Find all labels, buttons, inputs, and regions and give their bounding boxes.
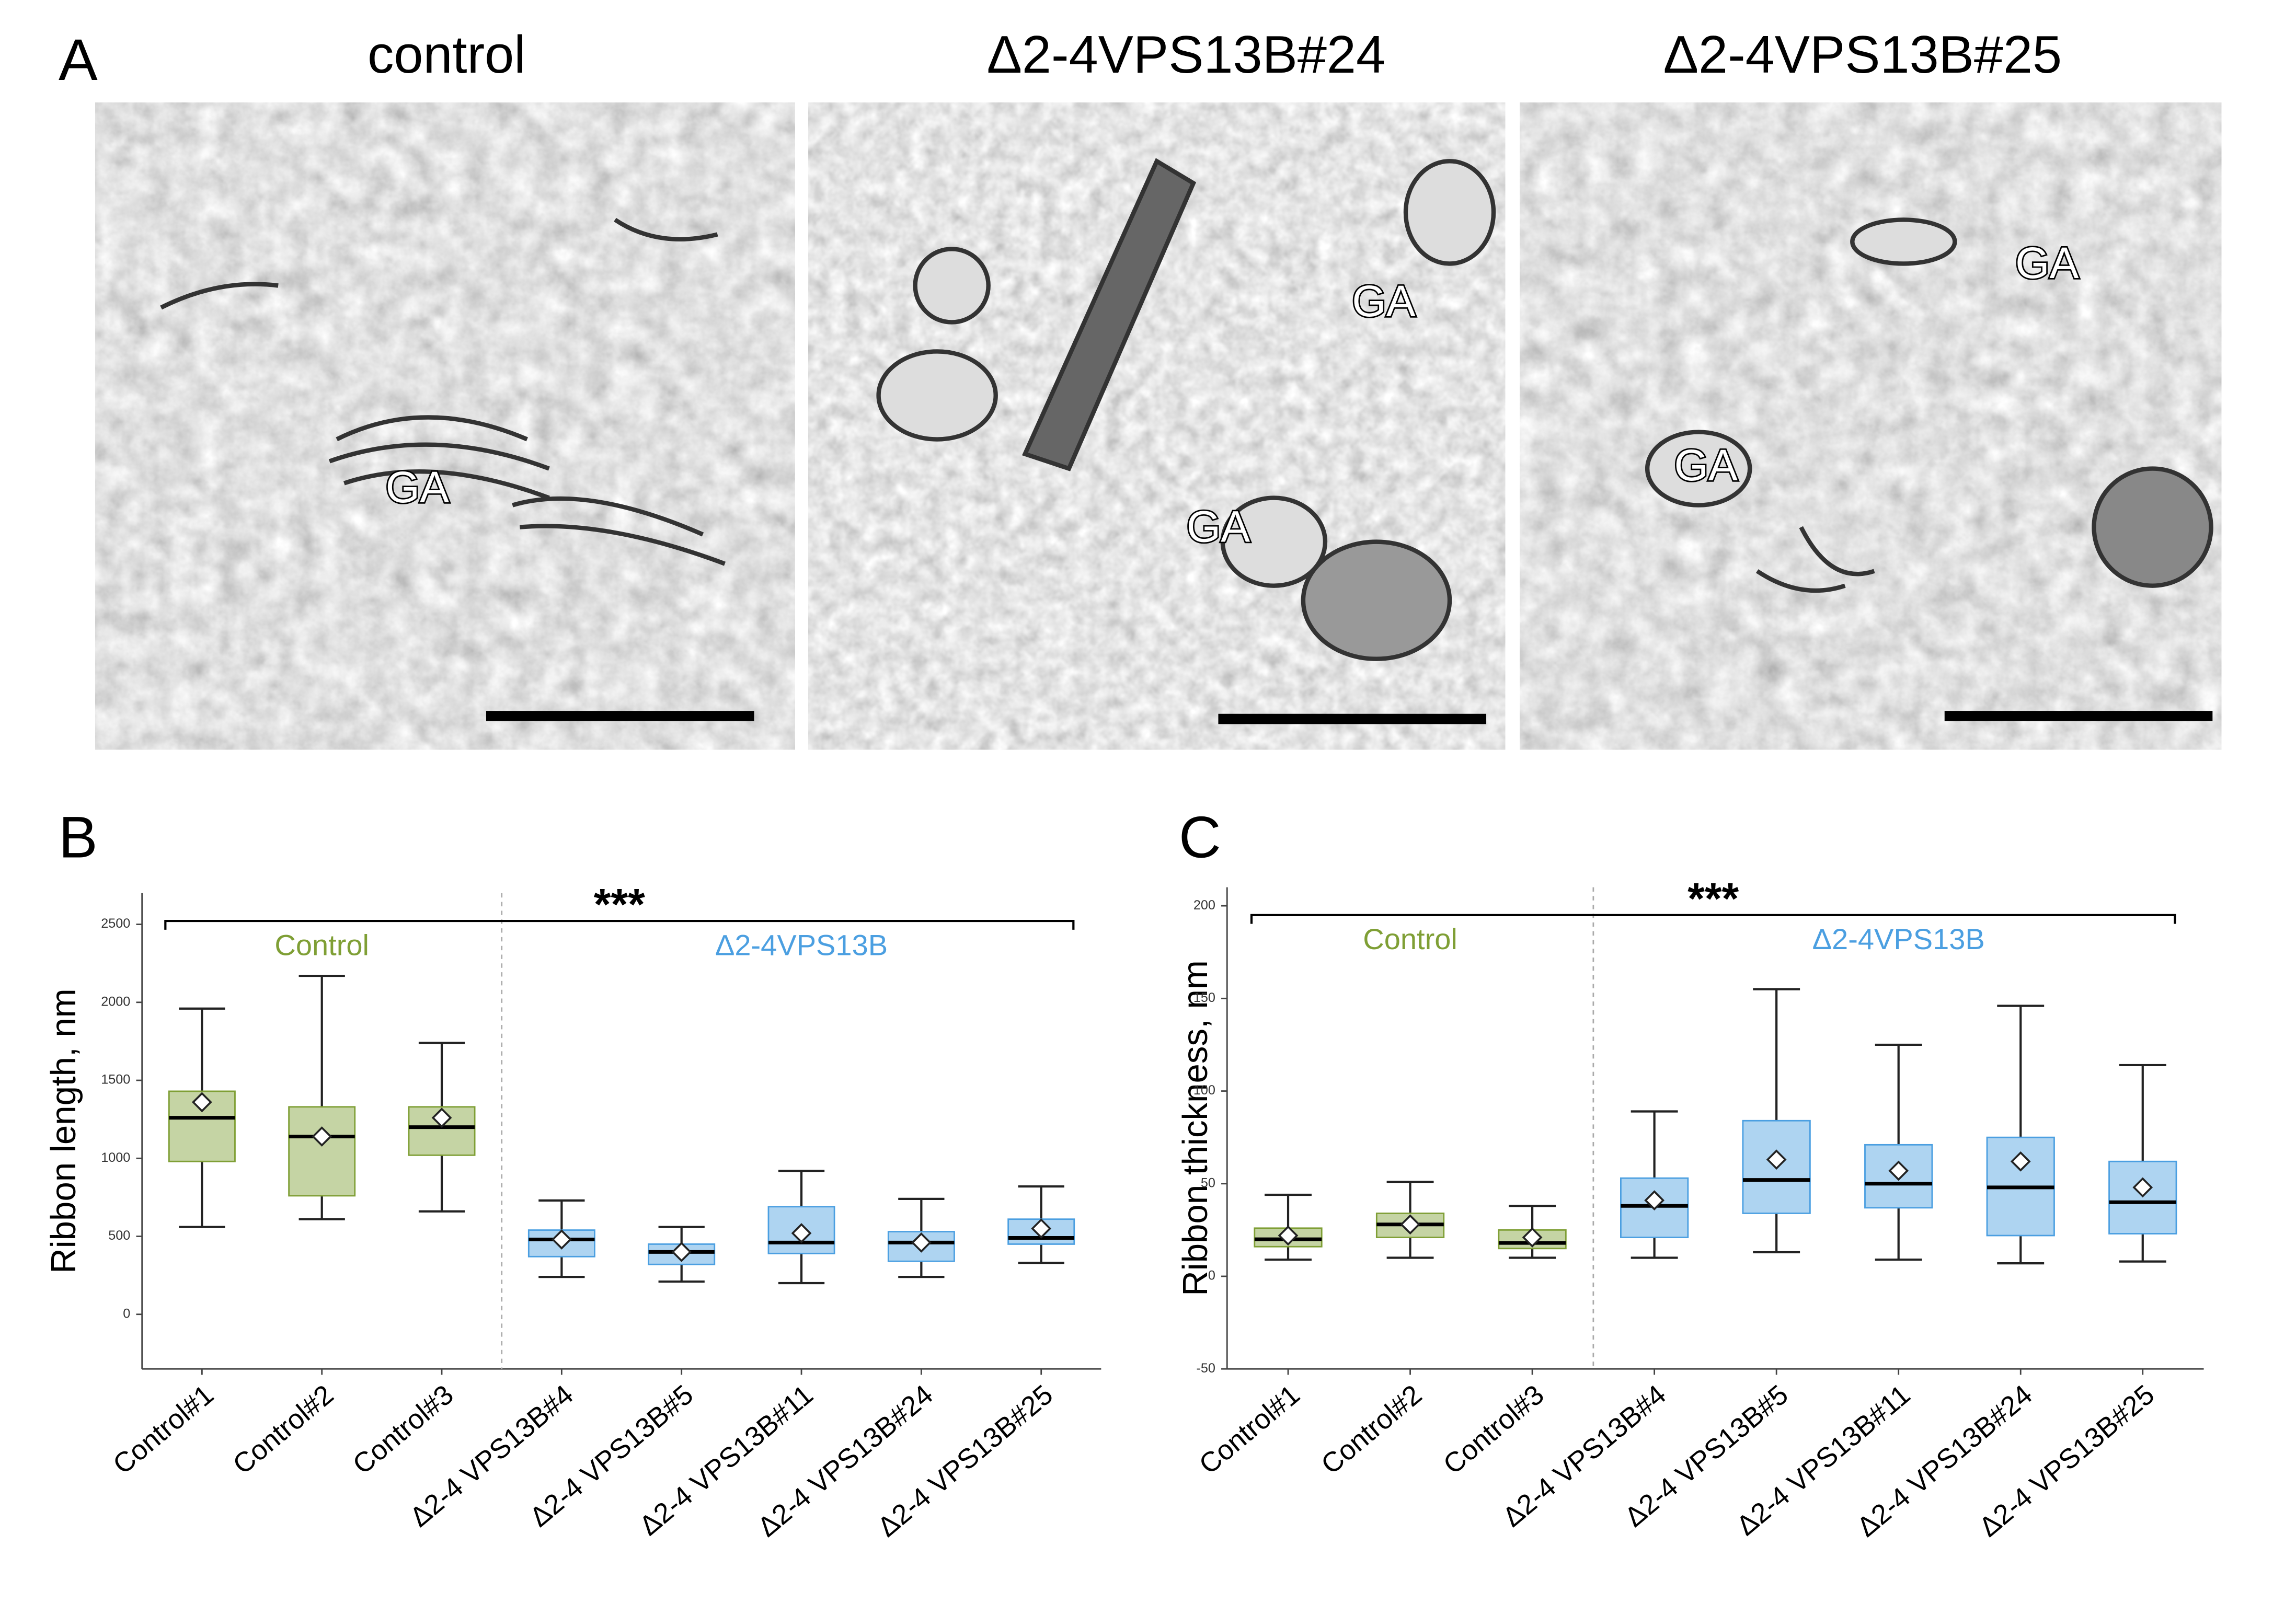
- box: [527, 1199, 595, 1278]
- y-tick-label: 0: [123, 1306, 130, 1321]
- significance: ***: [1687, 874, 1739, 923]
- mean-marker: [2132, 1177, 2153, 1198]
- membranes: [1645, 217, 2213, 593]
- y-tick-label: 500: [108, 1228, 130, 1243]
- mean-marker: [791, 1223, 812, 1243]
- annotation: GA: [2015, 238, 2079, 287]
- box: [1007, 1185, 1075, 1264]
- plot-area: [142, 893, 1101, 1369]
- box: [887, 1197, 955, 1278]
- box: [1742, 988, 1811, 1253]
- annotation: GA: [386, 463, 449, 512]
- mean-marker: [1031, 1218, 1052, 1239]
- mean-marker: [191, 1092, 212, 1113]
- box: [288, 974, 356, 1220]
- micrograph: [95, 102, 795, 750]
- mean-marker: [1522, 1227, 1543, 1248]
- box: [1254, 1193, 1323, 1261]
- group-label: Control: [274, 928, 369, 961]
- image-title: Δ2-4VPS13B#25: [1663, 26, 2062, 84]
- box: [1986, 1005, 2055, 1265]
- y-tick-label: 2000: [101, 994, 130, 1009]
- image-title: control: [368, 26, 526, 84]
- mean-marker: [551, 1229, 572, 1250]
- y-tick-label: 1500: [101, 1072, 130, 1087]
- box: [767, 1170, 835, 1285]
- membranes: [876, 158, 1496, 661]
- mean-marker: [1278, 1225, 1299, 1246]
- significance-bracket: [1250, 914, 2176, 924]
- box: [1864, 1043, 1933, 1261]
- box: [2108, 1064, 2177, 1263]
- mean-marker: [911, 1232, 932, 1253]
- mean-marker: [1766, 1149, 1787, 1170]
- box: [1375, 1181, 1445, 1259]
- y-tick-label: -50: [1196, 1361, 1215, 1376]
- box: [648, 1226, 716, 1283]
- box-body: [2108, 1160, 2177, 1235]
- em-image: GA GA: [808, 102, 1506, 750]
- panel-label: B: [59, 804, 98, 870]
- plot-area: [1227, 887, 2204, 1369]
- mean-marker: [1400, 1214, 1420, 1235]
- significance-bracket: [164, 919, 1075, 930]
- box: [1498, 1205, 1567, 1259]
- box: [168, 1007, 236, 1228]
- mean-marker: [431, 1108, 452, 1128]
- mean-marker: [312, 1126, 332, 1147]
- y-tick-label: 0: [1208, 1268, 1215, 1283]
- y-tick-label: 1000: [101, 1150, 130, 1165]
- y-axis-title: Ribbon length, nm: [44, 988, 83, 1274]
- panel-label: A: [59, 27, 98, 93]
- mean-marker: [1888, 1160, 1909, 1181]
- y-tick-label: 2500: [101, 916, 130, 931]
- box-body: [288, 1106, 356, 1197]
- y-tick-label: 150: [1193, 990, 1215, 1005]
- panel-label: C: [1179, 804, 1221, 870]
- annotation: GA: [1674, 441, 1737, 490]
- mean-marker: [671, 1241, 692, 1262]
- y-tick-label: 50: [1201, 1175, 1215, 1190]
- membranes: [160, 217, 726, 566]
- micrograph: [1520, 102, 2222, 750]
- y-tick-label: 200: [1193, 898, 1215, 913]
- box: [408, 1042, 476, 1213]
- em-image: GA GA: [1520, 102, 2222, 750]
- group-label: Control: [1363, 922, 1457, 955]
- group-label: Δ2-4VPS13B: [715, 928, 888, 961]
- group-label: Δ2-4VPS13B: [1812, 922, 1985, 955]
- mean-marker: [1644, 1190, 1665, 1211]
- mean-marker: [2010, 1151, 2031, 1172]
- y-tick-label: 100: [1193, 1083, 1215, 1098]
- y-axis-title: Ribbon thickness, nm: [1176, 960, 1215, 1296]
- em-image: GA: [95, 102, 795, 750]
- significance: ***: [594, 880, 645, 929]
- image-title: Δ2-4VPS13B#24: [987, 26, 1385, 84]
- box: [1620, 1110, 1689, 1259]
- annotation: GA: [1352, 276, 1415, 326]
- annotation: GA: [1187, 502, 1250, 551]
